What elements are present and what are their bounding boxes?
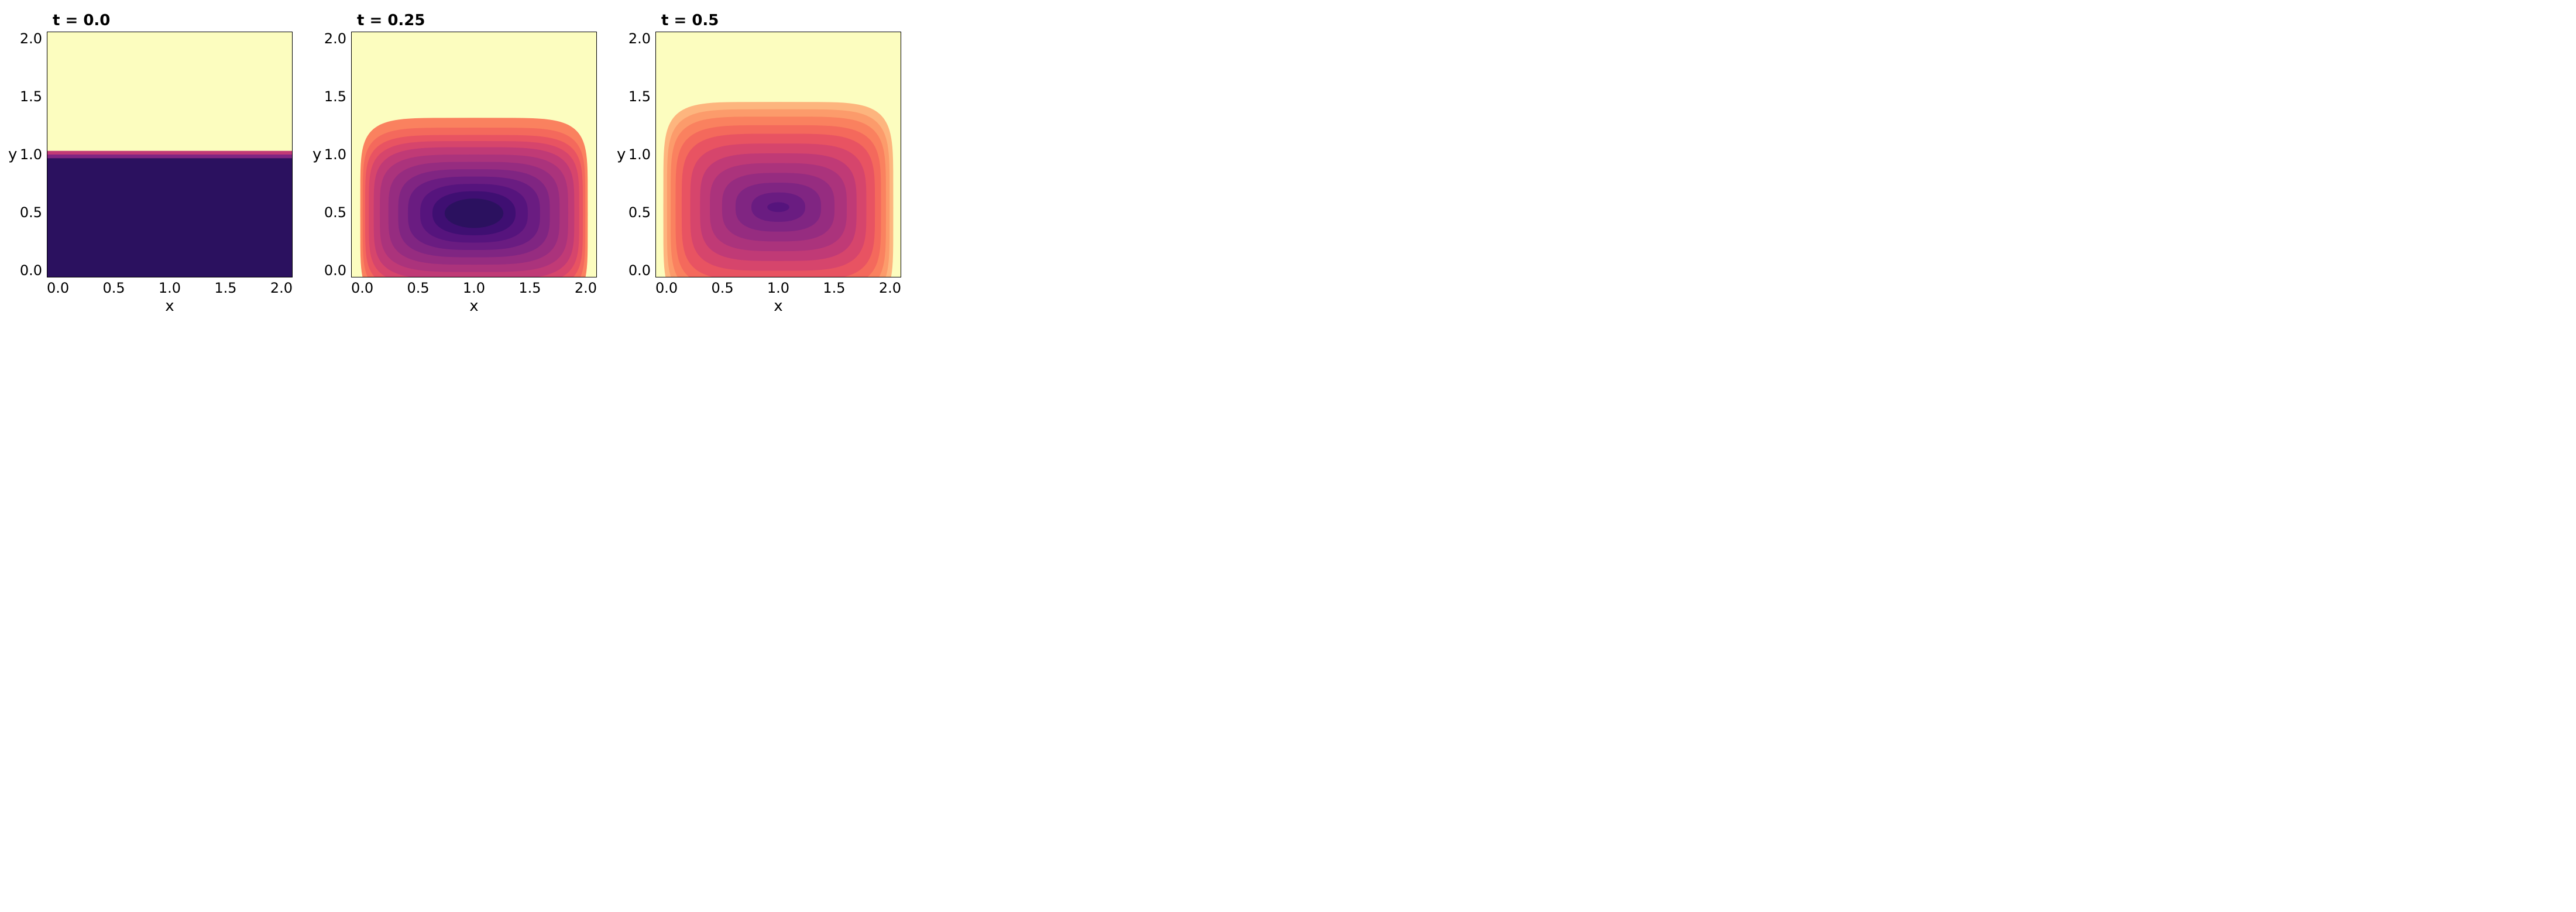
contour-level	[445, 198, 503, 228]
contour-plot	[47, 32, 293, 277]
x-tick: 0.5	[711, 280, 733, 296]
plot-wrap: 2.01.51.00.50.0y0.00.51.01.52.0x	[620, 32, 901, 315]
y-axis-label: y	[312, 146, 321, 163]
panels-row: t = 0.02.01.51.00.50.0y0.00.51.01.52.0xt…	[12, 12, 2564, 315]
y-tick: 0.5	[628, 205, 651, 220]
y-axis: 2.01.51.00.50.0y	[12, 32, 47, 277]
x-axis: 0.0 0.5 1.0 1.5 2.0	[47, 277, 293, 296]
x-tick: 1.5	[823, 280, 845, 296]
x-tick: 0.0	[655, 280, 678, 296]
x-tick: 2.0	[270, 280, 293, 296]
y-tick: 1.5	[20, 90, 42, 104]
contour-plot	[655, 32, 901, 277]
contour-level	[767, 203, 789, 212]
y-axis: 2.0 1.5 1.0 0.5 0.0 y	[620, 32, 655, 277]
y-tick: 0.0	[628, 263, 651, 277]
x-axis: 0.0 0.5 1.0 1.5 2.0	[655, 277, 901, 296]
x-axis: 0.0 0.5 1.0 1.5 2.0	[351, 277, 597, 296]
x-tick: 0.0	[47, 280, 69, 296]
x-tick: 1.0	[767, 280, 789, 296]
y-tick: 0.0	[324, 263, 346, 277]
panel-t000: t = 0.02.01.51.00.50.0y0.00.51.01.52.0x	[12, 12, 293, 315]
contour-plot	[351, 32, 597, 277]
y-axis: 2.01.51.00.50.0y	[316, 32, 351, 277]
plot-wrap: 2.01.51.00.50.0y0.00.51.01.52.0x	[12, 32, 293, 315]
y-tick: 2.0	[628, 32, 651, 46]
y-tick: 1.5	[628, 90, 651, 104]
y-axis-label: y	[8, 146, 17, 163]
panel-title: t = 0.0	[53, 12, 293, 29]
x-tick: 1.0	[463, 280, 485, 296]
y-axis-label: y	[617, 146, 626, 163]
y-tick: 0.5	[324, 205, 346, 220]
x-tick: 1.0	[159, 280, 181, 296]
x-tick: 0.5	[102, 280, 125, 296]
y-tick: 2.0	[324, 32, 346, 46]
y-tick: 0.5	[20, 205, 42, 220]
y-tick: 1.0	[324, 148, 346, 162]
x-tick: 0.5	[407, 280, 429, 296]
x-tick: 1.5	[214, 280, 236, 296]
plot-column: 0.0 0.5 1.0 1.5 2.0x	[351, 32, 597, 315]
x-axis-label: x	[47, 297, 293, 315]
panel-title: t = 0.25	[357, 12, 597, 29]
y-tick: 1.0	[20, 148, 42, 162]
x-tick: 0.0	[351, 280, 373, 296]
x-tick: 2.0	[575, 280, 597, 296]
x-axis-label: x	[655, 297, 901, 315]
panel-t025: t = 0.252.01.51.00.50.0y0.00.51.01.52.0x	[316, 12, 597, 315]
y-tick: 1.5	[324, 90, 346, 104]
y-tick: 1.0	[628, 148, 651, 162]
y-tick: 2.0	[20, 32, 42, 46]
plot-column: 0.0 0.5 1.0 1.5 2.0x	[47, 32, 293, 315]
plot-column: 0.0 0.5 1.0 1.5 2.0x	[655, 32, 901, 315]
x-axis-label: x	[351, 297, 597, 315]
x-tick: 1.5	[518, 280, 541, 296]
plot-wrap: 2.01.51.00.50.0y0.00.51.01.52.0x	[316, 32, 597, 315]
panel-t050: t = 0.52.01.51.00.50.0y0.00.51.01.52.0x	[620, 12, 901, 315]
x-tick: 2.0	[879, 280, 901, 296]
y-tick: 0.0	[20, 263, 42, 277]
panel-title: t = 0.5	[661, 12, 901, 29]
